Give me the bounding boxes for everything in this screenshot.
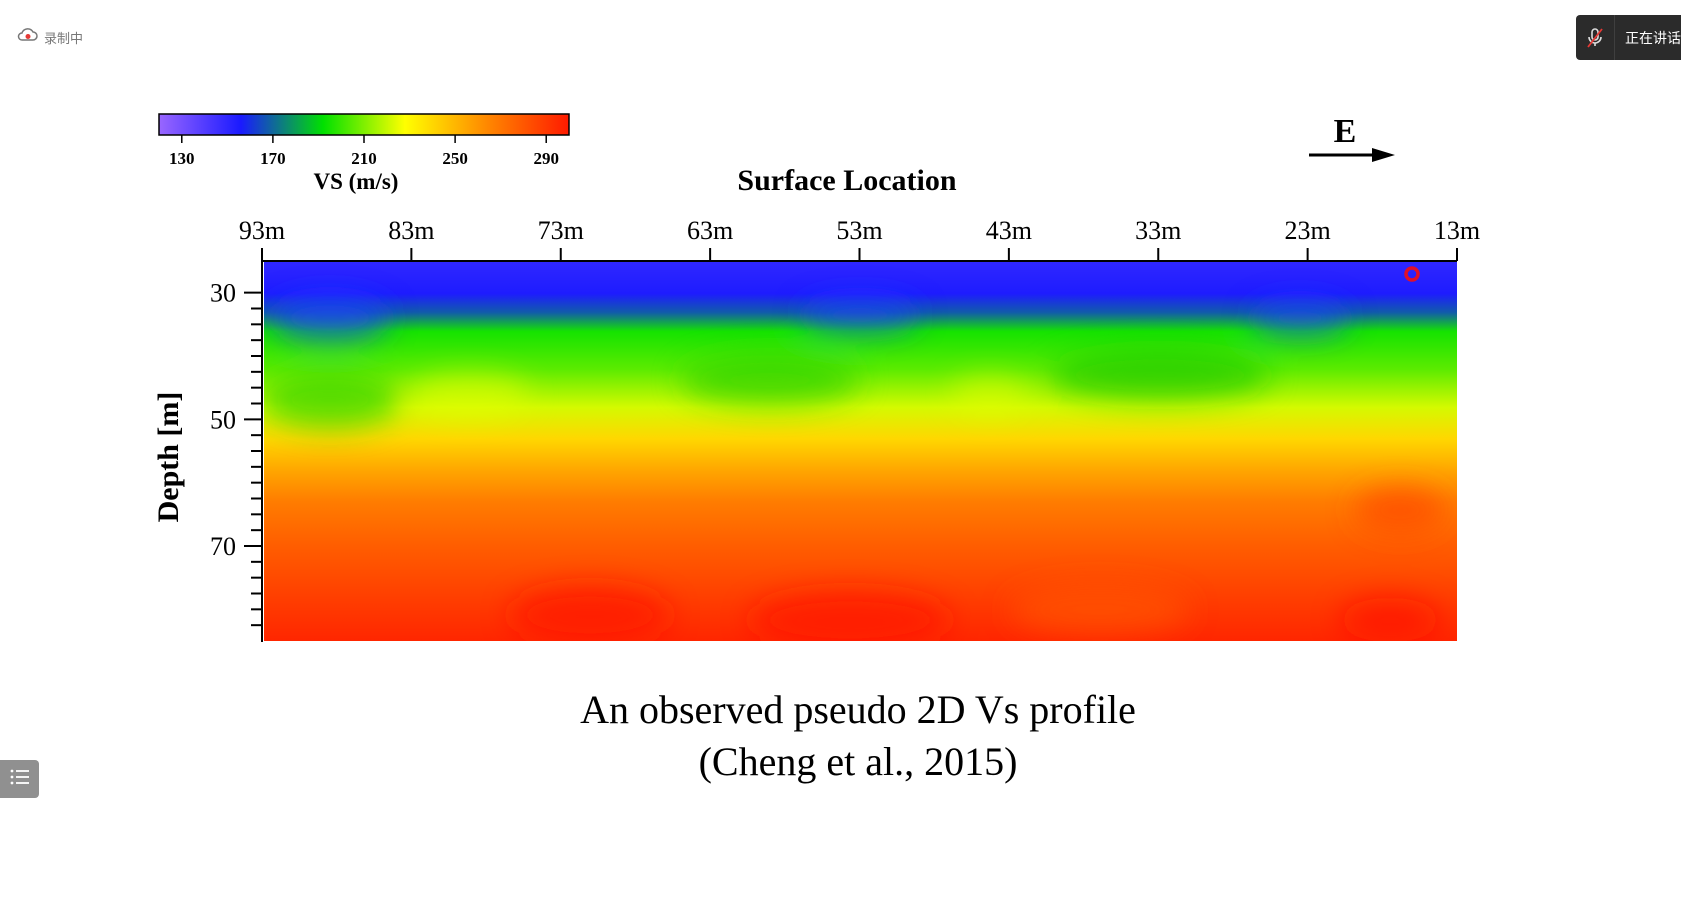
slide-caption: An observed pseudo 2D Vs profile (Cheng …	[0, 684, 1681, 788]
direction-arrow-icon	[1309, 148, 1395, 162]
x-tick-label: 43m	[986, 216, 1032, 245]
x-tick-label: 53m	[836, 216, 882, 245]
x-tick-label: 93m	[239, 216, 285, 245]
x-tick-label: 83m	[388, 216, 434, 245]
colorbar-tick-label: 170	[260, 149, 286, 168]
y-tick-label: 70	[210, 532, 236, 561]
caption-line-2: (Cheng et al., 2015)	[698, 739, 1018, 784]
colorbar-tick-label: 210	[351, 149, 377, 168]
x-axis-ticks: 93m 83m 73m 63m 53m 43m 33m 23m 13m	[239, 216, 1480, 261]
speaking-indicator[interactable]: 正在讲话	[1576, 15, 1681, 60]
heatmap	[264, 262, 1457, 641]
recording-badge[interactable]: 录制中	[16, 26, 83, 48]
colorbar	[158, 113, 570, 136]
colorbar-tick-label: 130	[169, 149, 195, 168]
x-tick-label: 13m	[1434, 216, 1480, 245]
chart-title: Surface Location	[737, 164, 956, 197]
y-tick-label: 50	[210, 405, 236, 434]
cloud-record-icon	[16, 27, 38, 47]
x-tick-label: 33m	[1135, 216, 1181, 245]
x-tick-label: 73m	[538, 216, 584, 245]
direction-label: E	[1334, 113, 1357, 150]
caption-line-1: An observed pseudo 2D Vs profile	[580, 687, 1136, 732]
colorbar-label: VS (m/s)	[314, 169, 399, 194]
colorbar-ticks: 130 170 210 250 290	[169, 135, 559, 168]
y-axis-ticks: 30 50 70	[210, 279, 262, 627]
colorbar-tick-label: 250	[442, 149, 468, 168]
list-icon	[9, 767, 31, 792]
mic-muted-icon[interactable]	[1576, 15, 1615, 60]
heatmap-variations	[264, 296, 1445, 641]
recording-label: 录制中	[44, 31, 84, 47]
colorbar-tick-label: 290	[533, 149, 559, 168]
y-tick-label: 30	[210, 279, 236, 308]
x-tick-label: 23m	[1285, 216, 1331, 245]
speaking-label: 正在讲话	[1625, 30, 1681, 47]
x-tick-label: 63m	[687, 216, 733, 245]
list-toggle-button[interactable]	[0, 760, 39, 798]
y-axis-label: Depth [m]	[152, 392, 185, 523]
laser-pointer	[1404, 266, 1420, 282]
